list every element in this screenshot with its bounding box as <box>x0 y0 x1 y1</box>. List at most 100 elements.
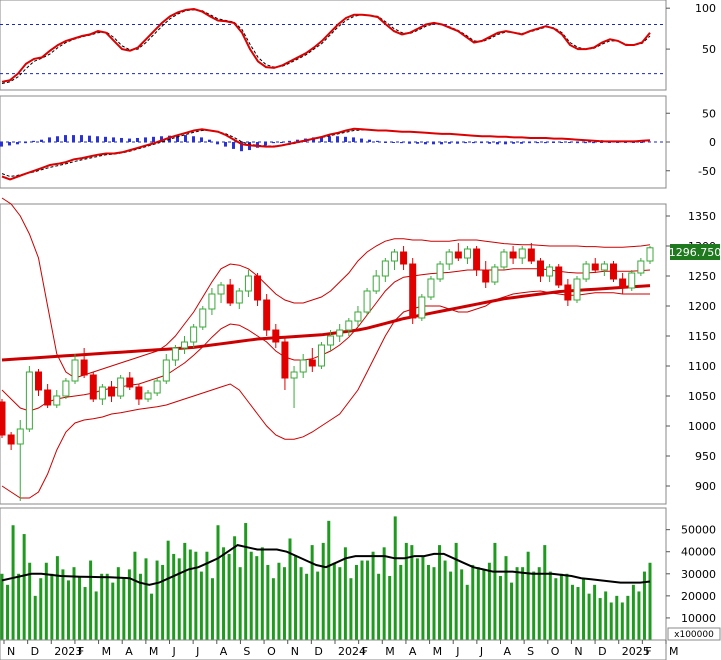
volume-bar <box>6 584 10 640</box>
candle-body <box>162 359 170 382</box>
stochastic-tick-label: 50 <box>702 43 716 56</box>
macd-histogram-bar <box>192 136 195 142</box>
time-tick-label: D <box>314 645 322 658</box>
time-tick-label: J <box>172 645 176 658</box>
candle-body <box>591 263 599 271</box>
candle-body <box>244 275 252 292</box>
volume-bar <box>504 556 508 640</box>
macd-histogram-bar <box>320 136 323 142</box>
volume-bar <box>626 595 630 640</box>
macd-histogram-bar <box>336 136 339 142</box>
macd-histogram-bar <box>392 142 395 143</box>
volume-bar <box>216 525 220 640</box>
volume-bar <box>39 578 43 640</box>
volume-bar <box>371 551 375 640</box>
time-tick-label: M <box>102 645 112 658</box>
volume-bar <box>576 587 580 640</box>
candle-body <box>573 278 581 301</box>
macd-histogram-bar <box>424 142 427 145</box>
candle-body <box>454 251 462 259</box>
volume-bar <box>277 562 281 640</box>
candle-body <box>126 377 134 388</box>
macd-histogram <box>0 135 651 152</box>
time-tick-label: J <box>455 645 459 658</box>
volume-bar <box>133 551 137 640</box>
volume-bar <box>554 578 558 640</box>
volume-bar <box>366 560 370 640</box>
volume-bar <box>55 556 59 640</box>
volume-bar <box>44 562 48 640</box>
time-tick-label: D <box>31 645 39 658</box>
macd-histogram-bar <box>8 142 11 146</box>
candle-body <box>98 386 106 400</box>
candle-body <box>281 341 289 379</box>
volume-tick-label: 40000 <box>681 546 716 559</box>
macd-histogram-bar <box>496 142 499 145</box>
macd-histogram-bar <box>112 137 115 142</box>
time-tick-label: N <box>7 645 15 658</box>
macd-histogram-bar <box>408 142 411 144</box>
candle-body <box>317 344 325 367</box>
price-tick-label: 1100 <box>688 360 716 373</box>
macd-histogram-bar <box>96 136 99 142</box>
candle-body <box>217 284 225 295</box>
stochastic-panel: 100 50 <box>0 0 716 91</box>
volume-bar <box>282 567 286 640</box>
macd-histogram-bar <box>648 141 651 143</box>
candle-body <box>500 251 508 268</box>
candle-body <box>427 278 435 298</box>
candle-body <box>171 347 179 361</box>
macd-histogram-bar <box>160 136 163 142</box>
volume-panel: 50000 40000 30000 20000 10000 x100000 <box>0 507 721 641</box>
volume-bar <box>28 562 32 640</box>
volume-bar <box>100 573 104 640</box>
volume-bar <box>559 573 563 640</box>
candle-body <box>25 371 33 430</box>
time-tick-label: 2024 <box>338 645 366 658</box>
macd-histogram-bar <box>152 136 155 142</box>
volume-y-axis: 50000 40000 30000 20000 10000 <box>666 524 716 625</box>
macd-histogram-bar <box>224 142 227 147</box>
volume-bar <box>150 593 154 640</box>
macd-histogram-bar <box>16 142 19 145</box>
volume-bar <box>61 569 65 640</box>
macd-histogram-bar <box>504 142 507 145</box>
volume-bar <box>83 587 87 640</box>
volume-bar <box>587 593 591 640</box>
volume-unit-badge: x100000 <box>667 627 721 641</box>
time-tick-label: O <box>267 645 276 658</box>
candle-body <box>372 275 380 292</box>
volume-bar <box>94 591 98 640</box>
volume-bar <box>460 569 464 640</box>
macd-line <box>1 127 651 181</box>
macd-histogram-bar <box>384 142 387 143</box>
volume-bar <box>510 582 514 640</box>
candle-body <box>62 380 70 397</box>
volume-moving-average-line <box>1 544 651 586</box>
macd-histogram-bar <box>400 142 403 144</box>
volume-bar <box>144 558 148 640</box>
bollinger-upper-line <box>1 197 651 379</box>
macd-tick-label: 50 <box>702 107 716 120</box>
candle-body <box>600 263 608 271</box>
volume-bar <box>210 578 214 640</box>
candle-body <box>345 320 353 331</box>
volume-bar <box>593 584 597 640</box>
macd-histogram-bar <box>560 142 563 143</box>
volume-bar <box>548 571 552 640</box>
candle-body <box>254 275 262 301</box>
time-tick-label: A <box>409 645 417 658</box>
macd-histogram-bar <box>632 142 635 143</box>
volume-bar <box>244 523 248 640</box>
volume-bar <box>438 545 442 640</box>
time-tick-label: F <box>645 645 651 658</box>
time-tick-label: S <box>527 645 534 658</box>
last-price-badge: 1296.750 <box>669 244 721 260</box>
macd-histogram-bar <box>104 136 107 142</box>
candle-body <box>89 374 97 400</box>
stochastic-main-line <box>1 7 651 83</box>
macd-histogram-bar <box>520 142 523 144</box>
volume-bar <box>393 516 397 640</box>
candle-body <box>390 251 398 262</box>
candle-body <box>609 263 617 280</box>
